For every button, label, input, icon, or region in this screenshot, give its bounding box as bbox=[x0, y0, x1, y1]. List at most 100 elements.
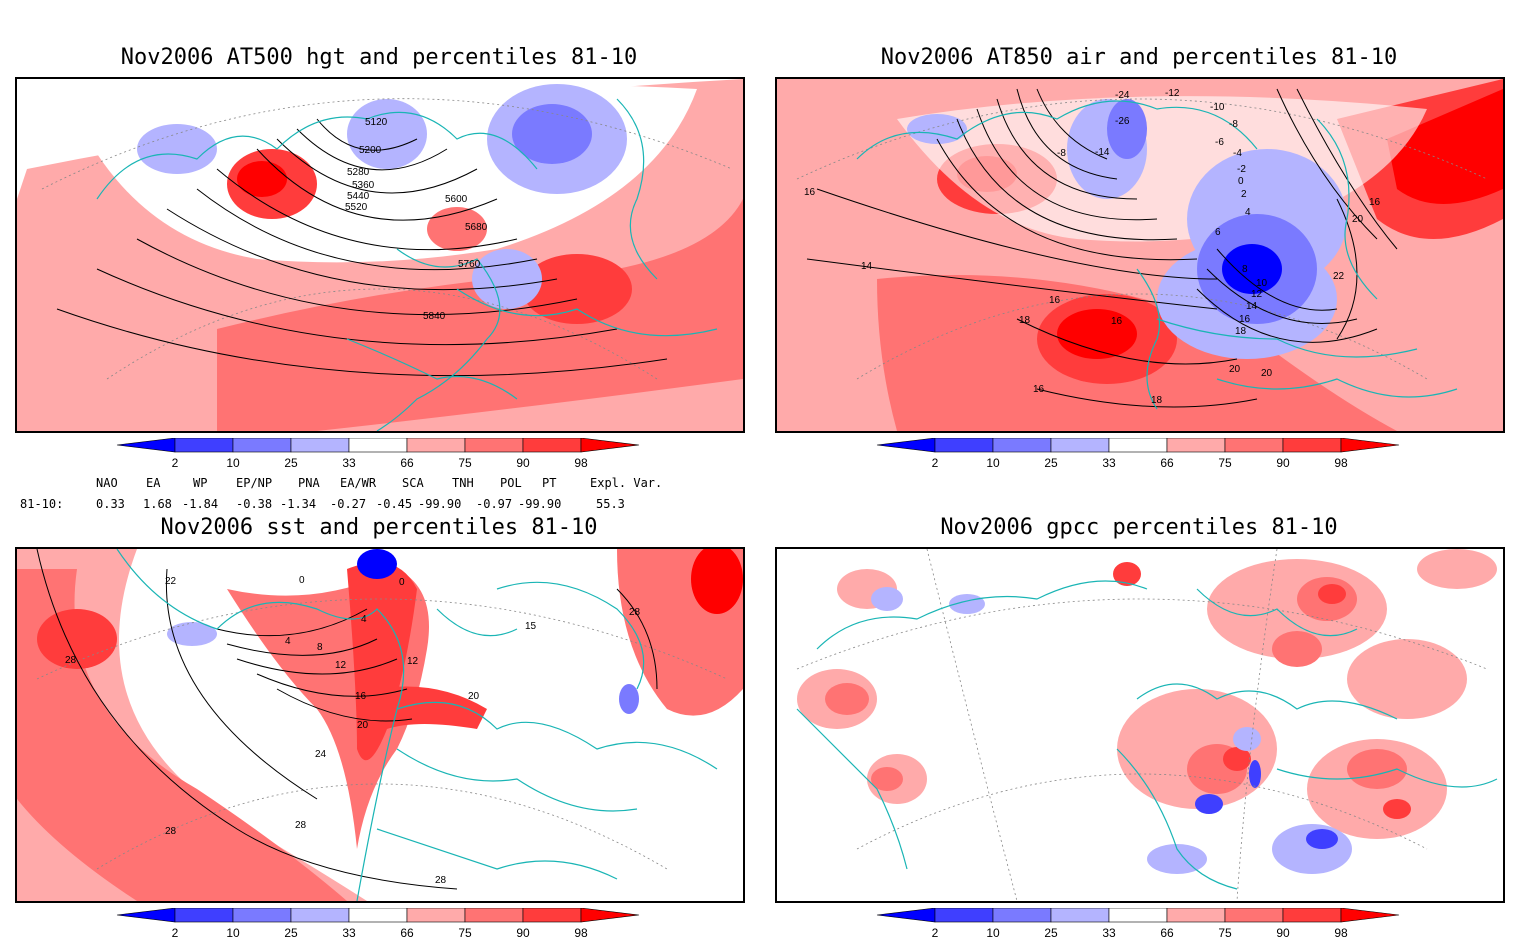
colorbar-label: 33 bbox=[1102, 926, 1116, 940]
index-value: -0.38 bbox=[236, 497, 273, 511]
index-value: -1.34 bbox=[280, 497, 317, 511]
contour-label: 5360 bbox=[352, 180, 375, 191]
contour-label: 6 bbox=[1215, 227, 1221, 238]
index-value: -0.27 bbox=[330, 497, 367, 511]
contour-label: 0 bbox=[1238, 176, 1244, 187]
colorbar-label: 75 bbox=[1218, 926, 1232, 940]
colorbar-label: 66 bbox=[1160, 456, 1174, 470]
colorbar: 2 10 25 33 66 75 90 98 bbox=[115, 908, 655, 940]
index-header: EA/WR bbox=[340, 476, 377, 490]
colorbar-swatch bbox=[406, 908, 466, 923]
colorbar-label: 75 bbox=[458, 926, 472, 940]
colorbar-swatch bbox=[522, 908, 582, 923]
map-panel-hgt500: 5120 5200 5280 5360 5440 5520 5600 5680 … bbox=[15, 77, 745, 433]
colorbar-label: 90 bbox=[516, 456, 530, 470]
colorbar-swatch bbox=[992, 908, 1052, 923]
colorbar-swatch bbox=[1050, 908, 1110, 923]
indices-header-row: NAO EA WP EP/NP PNA EA/WR SCA TNH POL PT… bbox=[0, 476, 740, 492]
index-value: 1.68 bbox=[143, 497, 172, 511]
colorbar-swatch bbox=[1050, 438, 1110, 453]
index-value: 55.3 bbox=[596, 497, 625, 511]
index-header: EP/NP bbox=[236, 476, 273, 490]
colorbar-swatch bbox=[348, 438, 408, 453]
colorbar-label: 98 bbox=[1334, 456, 1348, 470]
contour-label: 20 bbox=[1261, 368, 1273, 379]
colorbar-label: 90 bbox=[1276, 926, 1290, 940]
colorbar-swatch bbox=[1166, 438, 1226, 453]
colorbar-label: 98 bbox=[1334, 926, 1348, 940]
index-header: EA bbox=[146, 476, 161, 490]
colorbar-swatch bbox=[580, 908, 640, 923]
contour-label: 5680 bbox=[465, 222, 488, 233]
colorbar-swatch bbox=[348, 908, 408, 923]
colorbar-label: 66 bbox=[1160, 926, 1174, 940]
colorbar-swatch bbox=[522, 438, 582, 453]
contour-label: -14 bbox=[1095, 147, 1110, 158]
colorbar-label: 75 bbox=[458, 456, 472, 470]
contour-label: 14 bbox=[861, 261, 873, 272]
contour-label: 10 bbox=[1256, 278, 1268, 289]
colorbar-swatch bbox=[1108, 438, 1168, 453]
index-value: -99.90 bbox=[418, 497, 462, 511]
colorbar-label: 33 bbox=[342, 456, 356, 470]
contour-label: 4 bbox=[1245, 207, 1251, 218]
contour-label: 20 bbox=[1352, 214, 1364, 225]
colorbar-label: 10 bbox=[986, 926, 1000, 940]
colorbar-swatch bbox=[1166, 908, 1226, 923]
contour-label: 16 bbox=[1033, 384, 1045, 395]
colorbar-label: 10 bbox=[986, 456, 1000, 470]
colorbar-label: 33 bbox=[342, 926, 356, 940]
colorbar-swatch bbox=[876, 438, 936, 453]
colorbar-label: 2 bbox=[932, 456, 939, 470]
index-value: -1.84 bbox=[182, 497, 219, 511]
colorbar-swatch bbox=[1282, 908, 1342, 923]
colorbar-swatch bbox=[116, 438, 176, 453]
index-value: 0.33 bbox=[96, 497, 125, 511]
contour-label: 28 bbox=[295, 820, 307, 831]
colorbar-swatch bbox=[1108, 908, 1168, 923]
colorbar-swatch bbox=[1282, 438, 1342, 453]
colorbar-swatch bbox=[1224, 438, 1284, 453]
map-panel-gpcc bbox=[775, 547, 1505, 903]
contour-label: 5440 bbox=[347, 191, 370, 202]
colorbar-swatch bbox=[1224, 908, 1284, 923]
contour-label: 14 bbox=[1246, 301, 1258, 312]
contour-label: 20 bbox=[468, 691, 480, 702]
index-value: -0.97 bbox=[476, 497, 513, 511]
indices-value-row: 81-10: 0.33 1.68 -1.84 -0.38 -1.34 -0.27… bbox=[0, 497, 740, 513]
colorbar-label: 66 bbox=[400, 456, 414, 470]
colorbar-swatch bbox=[174, 908, 234, 923]
contour-label: 12 bbox=[1251, 289, 1263, 300]
contour-label: 8 bbox=[1242, 264, 1248, 275]
colorbar-label: 25 bbox=[1044, 926, 1058, 940]
map-panel-sst: 22 0 0 4 4 8 12 16 20 24 28 28 28 28 12 … bbox=[15, 547, 745, 903]
colorbar-label: 98 bbox=[574, 456, 588, 470]
contour-label: 20 bbox=[357, 720, 369, 731]
contour-label: 16 bbox=[1111, 316, 1123, 327]
contour-label: 24 bbox=[315, 749, 327, 760]
index-header: PT bbox=[542, 476, 557, 490]
map-panel-air850: -24 -12 -10 -26 -8 -8 -14 -6 -4 -2 0 2 4… bbox=[775, 77, 1505, 433]
colorbar-swatch bbox=[580, 438, 640, 453]
contour-label: 5760 bbox=[458, 259, 481, 270]
contour-label: 18 bbox=[1235, 326, 1247, 337]
contour-label: 16 bbox=[1049, 295, 1061, 306]
contour-label: 0 bbox=[299, 575, 305, 586]
contour-label: -12 bbox=[1165, 88, 1180, 99]
contour-label: 15 bbox=[525, 621, 537, 632]
contour-label: -26 bbox=[1115, 116, 1130, 127]
index-header: PNA bbox=[298, 476, 320, 490]
panel-title-sst: Nov2006 sst and percentiles 81-10 bbox=[160, 515, 598, 540]
colorbar-swatch bbox=[290, 908, 350, 923]
contour-label: 28 bbox=[165, 826, 177, 837]
index-header: POL bbox=[500, 476, 522, 490]
contour-label: 22 bbox=[165, 576, 177, 587]
colorbar-label: 66 bbox=[400, 926, 414, 940]
contour-label: -10 bbox=[1210, 102, 1225, 113]
contour-label: 18 bbox=[1019, 315, 1031, 326]
colorbar-swatch bbox=[232, 438, 292, 453]
contour-label: -2 bbox=[1237, 164, 1246, 175]
colorbar-swatch bbox=[406, 438, 466, 453]
contour-label: 5120 bbox=[365, 117, 388, 128]
colorbar-label: 2 bbox=[172, 456, 179, 470]
